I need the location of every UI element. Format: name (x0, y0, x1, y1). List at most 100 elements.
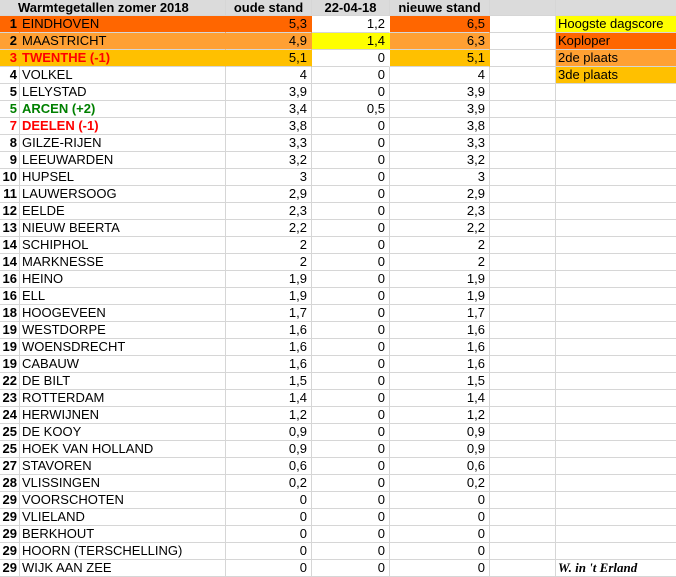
spacer-cell[interactable] (490, 237, 556, 254)
rank-cell[interactable]: 9 (0, 152, 20, 169)
nieuwe-stand-cell[interactable]: 1,2 (390, 407, 490, 424)
nieuwe-stand-cell[interactable]: 6,3 (390, 33, 490, 50)
rank-cell[interactable]: 19 (0, 339, 20, 356)
spacer-cell[interactable] (490, 560, 556, 577)
oude-stand-cell[interactable]: 0 (226, 543, 312, 560)
oude-stand-cell[interactable]: 5,3 (226, 16, 312, 33)
nieuwe-stand-cell[interactable]: 0,6 (390, 458, 490, 475)
nieuwe-stand-cell[interactable]: 1,7 (390, 305, 490, 322)
oude-stand-cell[interactable]: 3,4 (226, 101, 312, 118)
oude-stand-cell[interactable]: 4,9 (226, 33, 312, 50)
station-cell[interactable]: VOORSCHOTEN (20, 492, 226, 509)
oude-stand-cell[interactable]: 3,8 (226, 118, 312, 135)
rank-cell[interactable]: 19 (0, 322, 20, 339)
rank-cell[interactable]: 22 (0, 373, 20, 390)
rank-cell[interactable]: 1 (0, 16, 20, 33)
station-cell[interactable]: SCHIPHOL (20, 237, 226, 254)
station-cell[interactable]: WESTDORPE (20, 322, 226, 339)
station-cell[interactable]: HOOGEVEEN (20, 305, 226, 322)
station-cell[interactable]: VLIELAND (20, 509, 226, 526)
spacer-cell[interactable] (490, 288, 556, 305)
oude-stand-cell[interactable]: 5,1 (226, 50, 312, 67)
nieuwe-stand-cell[interactable]: 2,2 (390, 220, 490, 237)
spacer-cell[interactable] (490, 152, 556, 169)
spacer-cell[interactable] (490, 441, 556, 458)
dagscore-cell[interactable]: 0,5 (312, 101, 390, 118)
dagscore-cell[interactable]: 0 (312, 424, 390, 441)
oude-stand-cell[interactable]: 3 (226, 169, 312, 186)
spacer-cell[interactable] (490, 526, 556, 543)
dagscore-cell[interactable]: 0 (312, 543, 390, 560)
nieuwe-stand-cell[interactable]: 1,5 (390, 373, 490, 390)
station-cell[interactable]: EINDHOVEN (20, 16, 226, 33)
spacer-cell[interactable] (490, 322, 556, 339)
legend-item[interactable]: 3de plaats (556, 67, 676, 84)
dagscore-cell[interactable]: 0 (312, 50, 390, 67)
side-cell[interactable] (556, 288, 676, 305)
side-cell[interactable] (556, 492, 676, 509)
rank-cell[interactable]: 12 (0, 203, 20, 220)
spacer-cell[interactable] (490, 543, 556, 560)
side-cell[interactable] (556, 220, 676, 237)
spacer-cell[interactable] (490, 169, 556, 186)
rank-cell[interactable]: 5 (0, 101, 20, 118)
oude-stand-cell[interactable]: 1,6 (226, 356, 312, 373)
oude-stand-cell[interactable]: 3,9 (226, 84, 312, 101)
spacer-cell[interactable] (490, 356, 556, 373)
side-cell[interactable] (556, 305, 676, 322)
station-cell[interactable]: WIJK AAN ZEE (20, 560, 226, 577)
rank-cell[interactable]: 4 (0, 67, 20, 84)
rank-cell[interactable]: 25 (0, 441, 20, 458)
nieuwe-stand-cell[interactable]: 2,9 (390, 186, 490, 203)
oude-stand-cell[interactable]: 1,7 (226, 305, 312, 322)
station-cell[interactable]: HERWIJNEN (20, 407, 226, 424)
oude-stand-cell[interactable]: 1,6 (226, 339, 312, 356)
side-cell[interactable] (556, 101, 676, 118)
station-cell[interactable]: HOEK VAN HOLLAND (20, 441, 226, 458)
side-cell[interactable] (556, 271, 676, 288)
side-cell[interactable] (556, 526, 676, 543)
col-header-date[interactable]: 22-04-18 (312, 0, 390, 16)
station-cell[interactable]: CABAUW (20, 356, 226, 373)
legend-item[interactable]: Hoogste dagscore (556, 16, 676, 33)
nieuwe-stand-cell[interactable]: 0 (390, 526, 490, 543)
dagscore-cell[interactable]: 0 (312, 339, 390, 356)
header-spacer-cell[interactable] (490, 0, 556, 16)
oude-stand-cell[interactable]: 1,2 (226, 407, 312, 424)
dagscore-cell[interactable]: 0 (312, 169, 390, 186)
dagscore-cell[interactable]: 0 (312, 135, 390, 152)
rank-cell[interactable]: 2 (0, 33, 20, 50)
sheet-title-cell[interactable]: Warmtegetallen zomer 2018 (0, 0, 226, 16)
spacer-cell[interactable] (490, 492, 556, 509)
dagscore-cell[interactable]: 0 (312, 288, 390, 305)
side-cell[interactable] (556, 203, 676, 220)
dagscore-cell[interactable]: 0 (312, 322, 390, 339)
legend-item[interactable]: Koploper (556, 33, 676, 50)
spacer-cell[interactable] (490, 84, 556, 101)
rank-cell[interactable]: 10 (0, 169, 20, 186)
author-signature[interactable]: W. in 't Erland (556, 560, 676, 577)
spacer-cell[interactable] (490, 254, 556, 271)
station-cell[interactable]: DE KOOY (20, 424, 226, 441)
oude-stand-cell[interactable]: 0,2 (226, 475, 312, 492)
side-cell[interactable] (556, 118, 676, 135)
station-cell[interactable]: HEINO (20, 271, 226, 288)
spacer-cell[interactable] (490, 475, 556, 492)
station-cell[interactable]: WOENSDRECHT (20, 339, 226, 356)
spacer-cell[interactable] (490, 305, 556, 322)
side-cell[interactable] (556, 543, 676, 560)
rank-cell[interactable]: 18 (0, 305, 20, 322)
nieuwe-stand-cell[interactable]: 2,3 (390, 203, 490, 220)
station-cell[interactable]: HOORN (TERSCHELLING) (20, 543, 226, 560)
station-cell[interactable]: DE BILT (20, 373, 226, 390)
dagscore-cell[interactable]: 0 (312, 390, 390, 407)
side-cell[interactable] (556, 254, 676, 271)
side-cell[interactable] (556, 84, 676, 101)
spacer-cell[interactable] (490, 373, 556, 390)
station-cell[interactable]: LEEUWARDEN (20, 152, 226, 169)
dagscore-cell[interactable]: 0 (312, 271, 390, 288)
station-cell[interactable]: ELL (20, 288, 226, 305)
nieuwe-stand-cell[interactable]: 4 (390, 67, 490, 84)
rank-cell[interactable]: 23 (0, 390, 20, 407)
header-side-cell[interactable] (556, 0, 676, 16)
